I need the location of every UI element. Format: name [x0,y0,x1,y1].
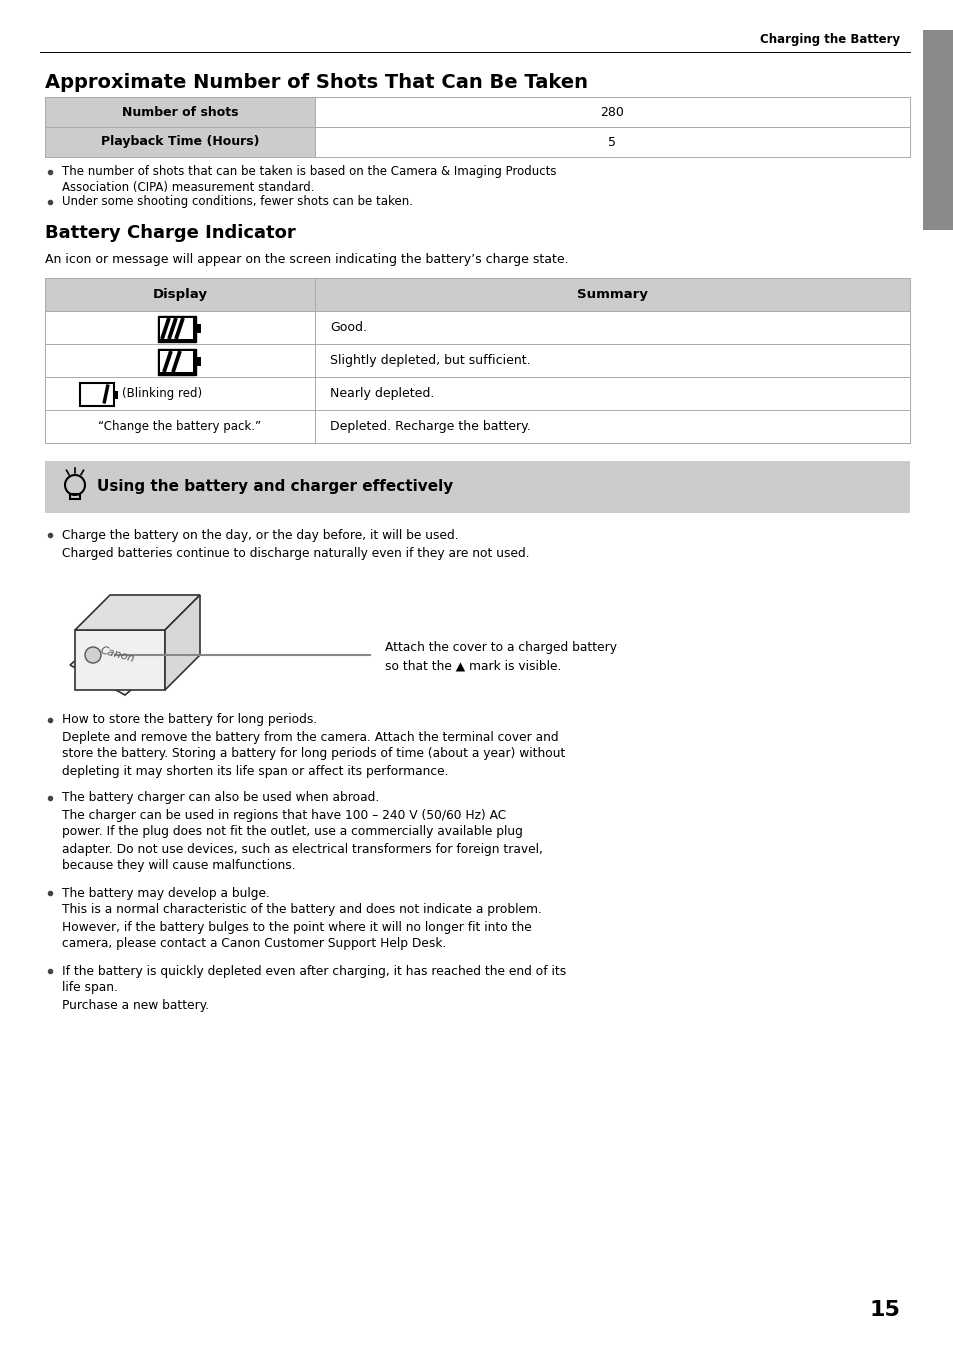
Text: life span.: life span. [62,982,118,994]
Text: Depleted. Recharge the battery.: Depleted. Recharge the battery. [330,420,530,433]
Text: This is a normal characteristic of the battery and does not indicate a problem.: This is a normal characteristic of the b… [62,904,541,916]
Text: Battery Charge Indicator: Battery Charge Indicator [45,225,295,242]
Text: because they will cause malfunctions.: because they will cause malfunctions. [62,859,295,873]
Text: If the battery is quickly depleted even after charging, it has reached the end o: If the battery is quickly depleted even … [62,964,566,978]
Bar [160,317,193,339]
Bar [158,316,195,342]
Text: Playback Time (Hours): Playback Time (Hours) [101,136,259,148]
Text: Using the battery and charger effectively: Using the battery and charger effectivel… [97,480,453,495]
Text: Display: Display [152,288,208,301]
Polygon shape [75,629,165,690]
Bar [45,278,909,311]
Text: The number of shots that can be taken is based on the Camera & Imaging Products: The number of shots that can be taken is… [62,165,556,179]
Text: Charge the battery on the day, or the day before, it will be used.: Charge the battery on the day, or the da… [62,529,458,542]
Text: store the battery. Storing a battery for long periods of time (about a year) wit: store the battery. Storing a battery for… [62,748,565,760]
Bar [45,126,314,157]
Text: so that the ▲ mark is visible.: so that the ▲ mark is visible. [385,659,560,672]
Text: (Blinking red): (Blinking red) [122,387,202,399]
Text: depleting it may shorten its life span or affect its performance.: depleting it may shorten its life span o… [62,764,448,777]
Bar [923,30,953,230]
Text: The charger can be used in regions that have 100 – 240 V (50/60 Hz) AC: The charger can be used in regions that … [62,808,506,822]
Text: The battery may develop a bulge.: The battery may develop a bulge. [62,886,270,900]
Text: 280: 280 [600,105,624,118]
Bar [80,382,113,405]
Text: Good.: Good. [330,321,367,334]
Circle shape [85,647,101,663]
Text: 15: 15 [868,1301,899,1319]
Text: Under some shooting conditions, fewer shots can be taken.: Under some shooting conditions, fewer sh… [62,195,413,208]
Text: How to store the battery for long periods.: How to store the battery for long period… [62,713,317,726]
Text: The battery charger can also be used when abroad.: The battery charger can also be used whe… [62,791,379,804]
Text: Association (CIPA) measurement standard.: Association (CIPA) measurement standard. [62,182,314,195]
Text: Charged batteries continue to discharge naturally even if they are not used.: Charged batteries continue to discharge … [62,546,529,560]
Bar [45,461,909,512]
Text: An icon or message will appear on the screen indicating the battery’s charge sta: An icon or message will appear on the sc… [45,253,568,266]
Text: Slightly depleted, but sufficient.: Slightly depleted, but sufficient. [330,354,530,367]
Bar [158,348,195,374]
Text: camera, please contact a Canon Customer Support Help Desk.: camera, please contact a Canon Customer … [62,937,446,951]
Text: Charging the Battery: Charging the Battery [760,34,899,47]
Text: Summary: Summary [577,288,647,301]
Bar [70,494,80,499]
Text: Purchase a new battery.: Purchase a new battery. [62,998,209,1011]
Bar [113,390,118,398]
Text: 5: 5 [608,136,616,148]
Polygon shape [75,594,200,629]
Text: “Change the battery pack.”: “Change the battery pack.” [98,420,261,433]
Text: Deplete and remove the battery from the camera. Attach the terminal cover and: Deplete and remove the battery from the … [62,730,558,744]
Bar [45,97,314,126]
Text: Number of shots: Number of shots [122,105,238,118]
Text: adapter. Do not use devices, such as electrical transformers for foreign travel,: adapter. Do not use devices, such as ele… [62,842,542,855]
Polygon shape [70,615,185,695]
Text: Nearly depleted.: Nearly depleted. [330,387,434,399]
Text: Attach the cover to a charged battery: Attach the cover to a charged battery [385,642,617,655]
Text: Approximate Number of Shots That Can Be Taken: Approximate Number of Shots That Can Be … [45,73,587,91]
Bar [195,356,201,366]
Polygon shape [165,594,200,690]
Bar [195,324,201,332]
Text: Canon: Canon [98,646,135,664]
Text: power. If the plug does not fit the outlet, use a commercially available plug: power. If the plug does not fit the outl… [62,826,522,838]
Text: However, if the battery bulges to the point where it will no longer fit into the: However, if the battery bulges to the po… [62,920,531,933]
Bar [160,351,193,373]
